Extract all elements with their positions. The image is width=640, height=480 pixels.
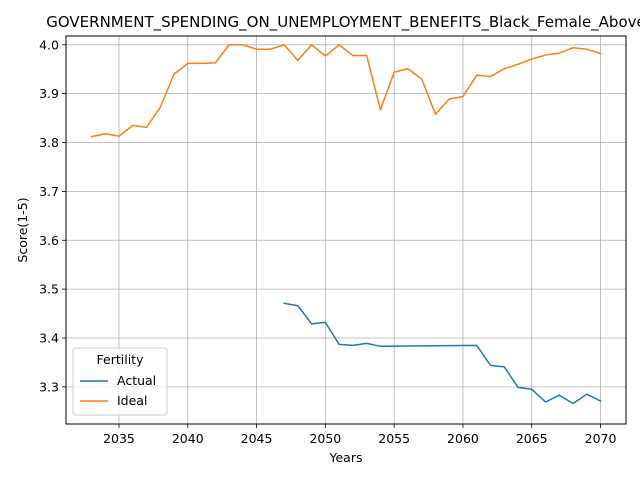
y-tick-label: 3.9: [39, 86, 59, 101]
y-tick-label: 3.6: [39, 233, 59, 248]
y-axis-ticks: 3.3 3.4 3.5 3.6 3.7 3.8 3.9 4.0: [39, 37, 66, 394]
x-tick-label: 2045: [241, 431, 273, 446]
chart-title: GOVERNMENT_SPENDING_ON_UNEMPLOYMENT_BENE…: [46, 13, 640, 32]
x-axis-ticks: 2035 2040 2045 2050 2055 2060 2065 2070: [103, 424, 616, 446]
y-tick-label: 4.0: [39, 37, 59, 52]
series-line-ideal: [90, 44, 602, 138]
x-tick-label: 2035: [103, 431, 135, 446]
y-tick-label: 3.7: [39, 184, 59, 199]
legend: Fertility Actual Ideal: [72, 347, 168, 416]
legend-title: Fertility: [97, 352, 145, 367]
plot-frame: [65, 35, 627, 425]
legend-label-actual: Actual: [117, 373, 156, 388]
y-axis-title: Score(1-5): [15, 197, 30, 262]
series-layer: [90, 44, 602, 405]
y-gridlines: [66, 44, 626, 388]
x-tick-label: 2060: [447, 431, 479, 446]
x-tick-label: 2040: [172, 431, 204, 446]
x-tick-label: 2065: [516, 431, 548, 446]
series-line-actual: [283, 302, 602, 405]
x-gridlines: [118, 36, 601, 424]
x-axis-title: Years: [329, 450, 363, 465]
legend-box: [72, 347, 168, 416]
x-tick-label: 2070: [585, 431, 617, 446]
y-tick-label: 3.5: [39, 282, 59, 297]
y-tick-label: 3.3: [39, 379, 59, 394]
legend-label-ideal: Ideal: [117, 393, 147, 408]
y-tick-label: 3.4: [39, 330, 59, 345]
x-tick-label: 2050: [309, 431, 341, 446]
x-tick-label: 2055: [378, 431, 410, 446]
y-tick-label: 3.8: [39, 135, 59, 150]
